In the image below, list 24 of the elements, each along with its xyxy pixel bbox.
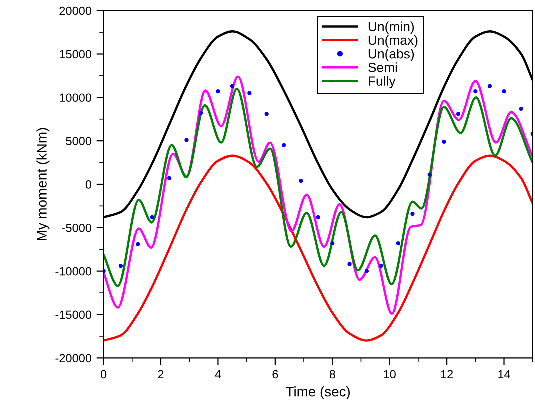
- y-tick-label: -5000: [62, 224, 92, 232]
- y-tick-label: 20000: [60, 6, 92, 16]
- legend-label: Un(min): [368, 22, 414, 34]
- x-tick-label: 2: [158, 370, 164, 379]
- x-tick-label: 10: [384, 370, 396, 379]
- x-tick-label: 8: [330, 370, 336, 379]
- y-axis-title: My moment (kNm): [36, 128, 50, 240]
- y-tick-label: -10000: [56, 267, 92, 276]
- x-tick-label: 4: [215, 370, 222, 379]
- y-tick-label: 15000: [60, 50, 92, 59]
- legend-label: Un(abs): [368, 49, 414, 62]
- y-tick-label: -20000: [56, 354, 92, 363]
- x-axis-title: Time (sec): [286, 386, 350, 400]
- legend-label: Un(max): [368, 35, 418, 48]
- x-tick-label: 12: [441, 370, 454, 379]
- legend-label: Semi: [368, 62, 398, 72]
- y-tick-label: 10000: [60, 94, 92, 102]
- x-tick-label: 0: [100, 370, 107, 379]
- x-tick-label: 6: [272, 370, 278, 379]
- x-tick-label: 14: [498, 370, 510, 379]
- y-tick-label: 5000: [66, 137, 92, 146]
- legend-label: Fully: [369, 76, 396, 89]
- y-tick-label: 0: [86, 180, 92, 189]
- y-tick-label: -15000: [56, 310, 92, 320]
